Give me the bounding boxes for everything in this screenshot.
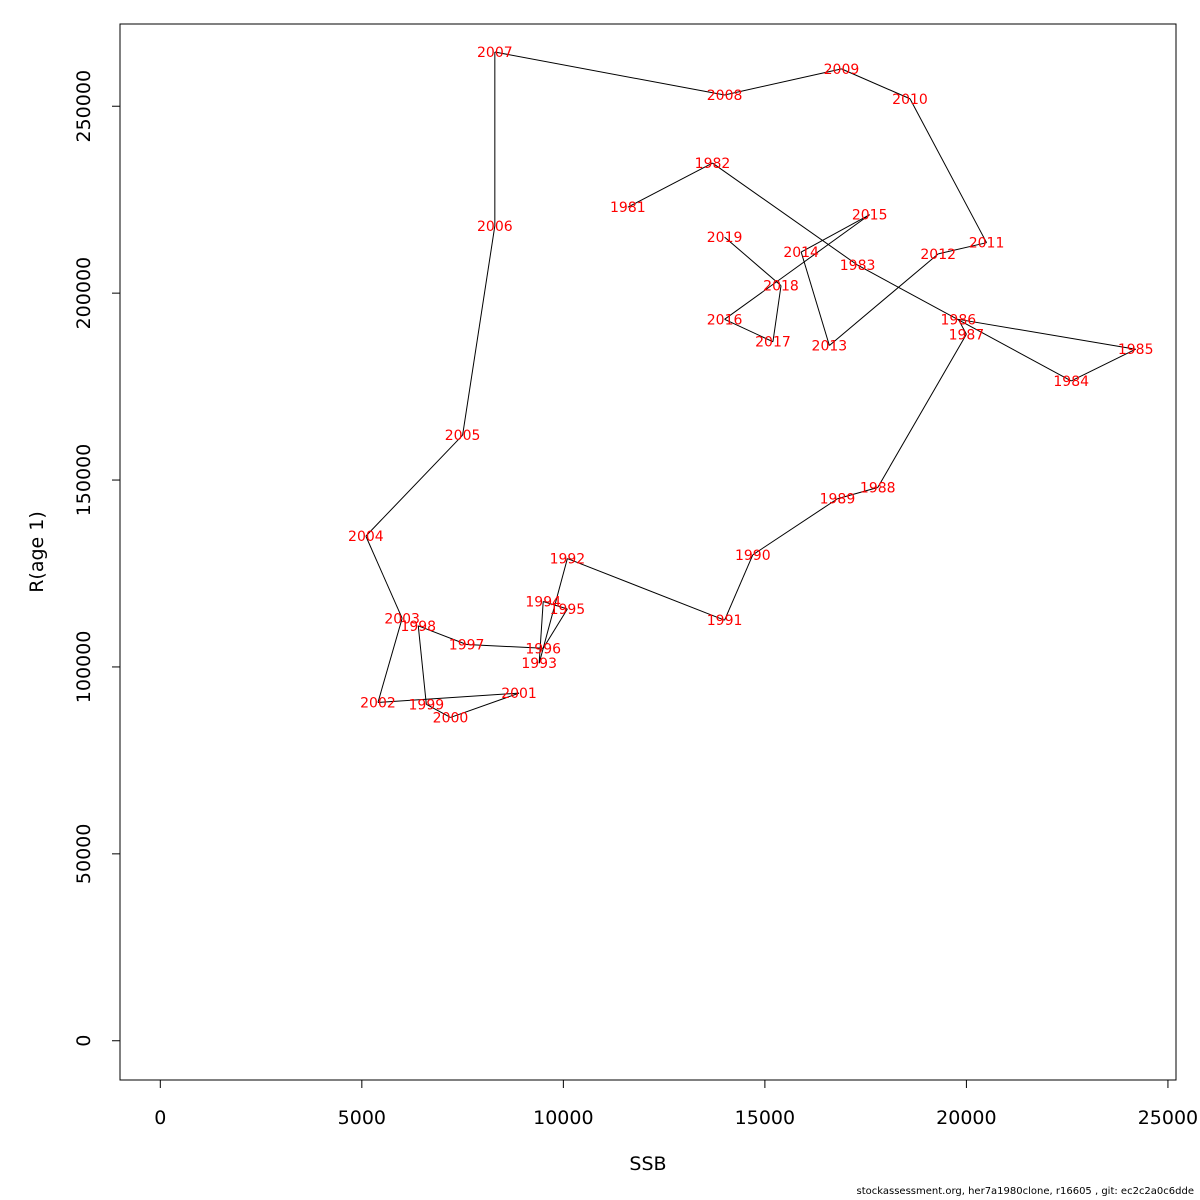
point-label-2016: 2016 [707,312,743,328]
point-label-1992: 1992 [550,552,586,568]
y-axis: 0 50000 100000 150000 200000 250000 [73,70,121,1047]
point-label-2000: 2000 [433,710,469,726]
point-label-1985: 1985 [1118,342,1154,358]
point-label-2011: 2011 [969,236,1005,252]
segment-1993-1994 [538,601,544,664]
point-labels: 1981198219831984198519861987198819891990… [348,45,1153,726]
point-label-2018: 2018 [763,279,799,295]
point-label-1988: 1988 [860,481,896,497]
point-label-1984: 1984 [1053,374,1089,390]
segment-1985-1986 [958,318,1136,350]
y-tick-label-0: 0 [73,1035,95,1047]
point-label-2015: 2015 [852,208,888,224]
point-label-2014: 2014 [783,245,819,261]
segment-2010-2011 [909,98,988,243]
point-label-1994: 1994 [525,595,561,611]
point-label-1999: 1999 [409,697,445,713]
segment-2003-2004 [365,535,403,619]
segment-2004-2005 [365,434,463,537]
point-label-2008: 2008 [707,88,743,104]
point-label-2006: 2006 [477,219,513,235]
point-label-2002: 2002 [360,695,396,711]
y-tick-label-200000: 200000 [73,257,95,330]
x-tick-label-10000: 10000 [533,1107,593,1129]
point-label-2007: 2007 [477,45,513,61]
point-label-2010: 2010 [892,92,928,108]
point-label-1989: 1989 [820,492,856,508]
series-path [365,51,1136,718]
x-tick-label-5000: 5000 [338,1107,386,1129]
point-label-1991: 1991 [707,613,743,629]
segment-2017-2018 [772,285,782,342]
segment-2015-2016 [724,214,870,320]
segment-1981-1982 [627,162,713,208]
point-label-1983: 1983 [840,258,876,274]
x-tick-label-25000: 25000 [1138,1107,1198,1129]
x-tick-label-15000: 15000 [735,1107,795,1129]
segment-1994-1995 [543,601,568,610]
segment-2001-2002 [377,692,520,703]
segment-1996-1997 [466,644,544,649]
segment-2007-2008 [494,51,725,96]
y-tick-label-100000: 100000 [73,631,95,704]
point-label-2017: 2017 [755,335,791,351]
point-label-1996: 1996 [525,641,561,657]
segment-1995-1996 [542,608,568,649]
segment-1997-1998 [418,625,467,645]
point-label-2009: 2009 [824,62,860,78]
segment-2009-2010 [841,68,911,100]
point-label-1993: 1993 [521,656,557,672]
y-tick-label-250000: 250000 [73,70,95,143]
segment-1986-1987 [957,319,967,335]
segment-2008-2009 [724,68,842,96]
segment-2018-2019 [724,236,782,287]
x-axis: 0 5000 10000 15000 20000 25000 [154,1079,1198,1129]
point-label-1981: 1981 [610,200,646,216]
segment-2002-2003 [377,618,403,703]
segment-2000-2001 [450,692,520,718]
point-label-2012: 2012 [920,247,956,263]
segment-1998-1999 [417,625,427,705]
point-label-1986: 1986 [941,312,977,328]
segment-1999-2000 [426,703,451,718]
segment-1984-1985 [1070,348,1136,382]
segment-2012-2013 [829,253,939,346]
segment-1982-1983 [712,162,858,266]
point-label-1995: 1995 [550,602,586,618]
segment-2011-2012 [938,242,987,255]
point-label-1982: 1982 [695,156,731,172]
segment-1992-1993 [538,558,568,664]
y-tick-label-50000: 50000 [73,824,95,884]
plot-frame [119,23,1177,1081]
segment-1989-1990 [752,498,838,556]
segment-1987-1988 [877,334,967,488]
point-label-1997: 1997 [449,638,485,654]
segment-2005-2006 [462,225,496,436]
point-label-2013: 2013 [812,338,848,354]
segment-2016-2017 [724,318,774,343]
point-label-2005: 2005 [445,428,481,444]
segment-1988-1989 [837,487,878,500]
segment-1991-1992 [567,558,725,621]
x-tick-label-0: 0 [154,1107,166,1129]
segment-2013-2014 [800,251,830,346]
x-tick-label-20000: 20000 [936,1107,996,1129]
point-label-1998: 1998 [400,619,436,635]
segment-2014-2015 [800,214,870,253]
footer-credit: stockassessment.org, her7a1980clone, r16… [856,1186,1194,1197]
point-label-2004: 2004 [348,529,384,545]
segment-1983-1984 [857,264,1072,382]
y-tick-label-150000: 150000 [73,444,95,517]
y-axis-title: R(age 1) [26,511,48,593]
x-axis-title: SSB [629,1153,666,1175]
point-label-2019: 2019 [707,230,743,246]
point-label-1987: 1987 [949,327,985,343]
segment-1990-1991 [724,554,754,621]
point-label-2003: 2003 [384,611,420,627]
point-label-2001: 2001 [501,686,537,702]
point-label-1990: 1990 [735,548,771,564]
